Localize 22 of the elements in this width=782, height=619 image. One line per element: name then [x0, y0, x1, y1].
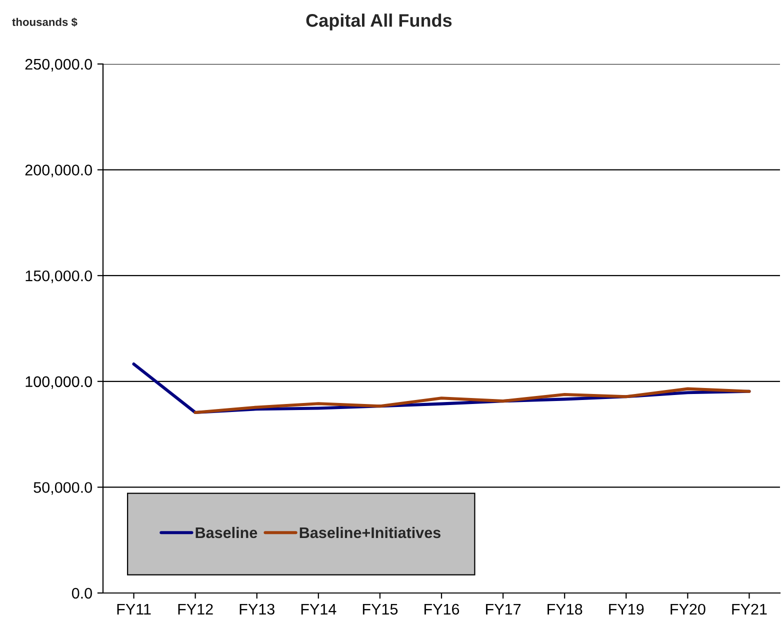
x-tick-label: FY19	[609, 604, 644, 615]
x-tick-label: FY11	[117, 604, 151, 614]
y-tick-label: 200,000.0	[25, 164, 92, 178]
x-tick-label: FY18	[548, 604, 582, 615]
y-axis-title: thousands $	[12, 18, 78, 27]
chart-title: Capital All Funds	[306, 14, 452, 30]
x-tick-label: FY12	[178, 604, 213, 614]
x-tick-label: FY21	[732, 604, 767, 614]
y-tick-label: 150,000.0	[26, 270, 92, 284]
legend-label: Baseline+Initiatives	[300, 526, 440, 538]
x-tick-label: FY15	[362, 604, 398, 615]
y-tick-label: 100,000.0	[26, 376, 92, 389]
x-tick-label: FY17	[486, 604, 521, 614]
y-tick-label: 0.0	[72, 588, 92, 599]
line-series	[194, 387, 751, 414]
x-tick-label: FY20	[670, 604, 706, 615]
y-tick-label: 250,000.0	[25, 58, 92, 72]
y-tick-label: 50,000.0	[34, 482, 92, 495]
x-tick-label: FY16	[424, 604, 460, 615]
legend-label: Baseline	[196, 526, 258, 538]
x-tick-label: FY13	[240, 604, 274, 615]
x-tick-label: FY14	[301, 604, 336, 614]
